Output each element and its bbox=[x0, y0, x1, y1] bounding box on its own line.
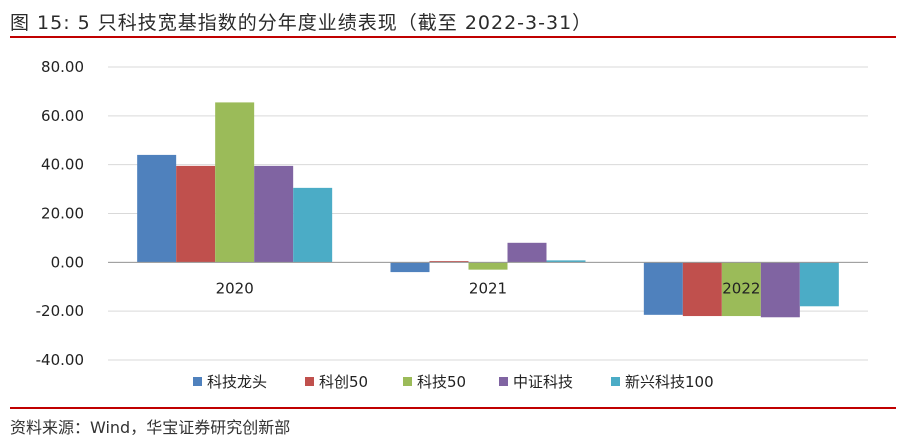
figure-source: 资料来源：Wind，华宝证券研究创新部 bbox=[10, 418, 291, 437]
figure-title: 图 15: 5 只科技宽基指数的分年度业绩表现（截至 2022-3-31） bbox=[10, 12, 593, 34]
title-rule bbox=[10, 36, 896, 38]
legend-swatch bbox=[611, 377, 620, 386]
bar bbox=[390, 262, 430, 273]
bar bbox=[468, 262, 508, 270]
bar-chart: 80.00 60.00 40.00 20.00 0.00 -20.00 -40.00 202… bbox=[36, 58, 868, 391]
y-tick-label: 0.00 bbox=[51, 253, 84, 271]
y-tick-label: -40.00 bbox=[36, 351, 84, 369]
bar bbox=[176, 165, 216, 263]
legend-label: 科技龙头 bbox=[207, 373, 267, 391]
y-tick-label: 80.00 bbox=[41, 58, 84, 76]
bar bbox=[293, 187, 333, 263]
legend-label: 科技50 bbox=[417, 373, 466, 391]
category-label: 2021 bbox=[469, 279, 507, 297]
y-axis-tick-labels: 80.00 60.00 40.00 20.00 0.00 -20.00 -40.00 bbox=[36, 58, 84, 369]
bar bbox=[643, 262, 683, 315]
y-tick-label: 20.00 bbox=[41, 205, 84, 223]
bar bbox=[546, 260, 586, 263]
figure-header: 图 15: 5 只科技宽基指数的分年度业绩表现（截至 2022-3-31） bbox=[10, 4, 896, 38]
legend-swatch bbox=[403, 377, 412, 386]
legend-swatch bbox=[305, 377, 314, 386]
source-rule bbox=[10, 407, 896, 409]
bar bbox=[215, 102, 255, 263]
legend-label: 科创50 bbox=[319, 373, 368, 391]
legend: 科技龙头 科创50 科技50 中证科技 新兴科技100 bbox=[193, 373, 714, 391]
bar bbox=[137, 154, 177, 263]
bar bbox=[682, 262, 722, 317]
bar bbox=[799, 262, 839, 307]
y-tick-label: -20.00 bbox=[36, 302, 84, 320]
bars bbox=[137, 102, 839, 318]
legend-label: 中证科技 bbox=[513, 373, 573, 391]
y-tick-label: 60.00 bbox=[41, 107, 84, 125]
category-labels: 2020 2021 2022 bbox=[216, 279, 761, 297]
bar bbox=[429, 261, 469, 263]
legend-swatch bbox=[499, 377, 508, 386]
y-tick-label: 40.00 bbox=[41, 156, 84, 174]
bar bbox=[254, 165, 294, 263]
bar bbox=[721, 262, 761, 317]
bar bbox=[760, 262, 800, 318]
legend-swatch bbox=[193, 377, 202, 386]
bar bbox=[507, 242, 547, 263]
category-label: 2020 bbox=[216, 279, 254, 297]
category-label: 2022 bbox=[722, 279, 760, 297]
legend-label: 新兴科技100 bbox=[625, 373, 714, 391]
